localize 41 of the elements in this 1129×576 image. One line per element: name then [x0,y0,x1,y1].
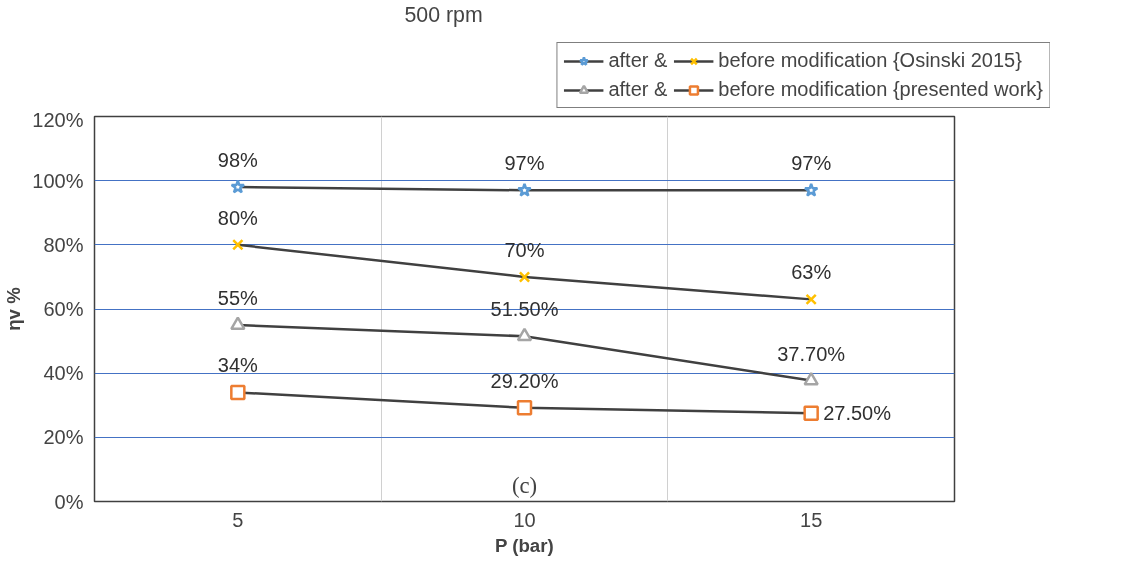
y-axis-title: ηv % [3,286,25,331]
data-label: 34% [217,354,259,377]
data-label: 98% [217,149,259,172]
data-label: 97% [791,152,832,175]
data-label: 70% [504,238,545,261]
y-tick-label: 60% [43,298,84,320]
y-tick-label: 120% [32,108,84,131]
legend-label: after & [608,78,668,101]
y-tick-label: 40% [43,362,84,385]
data-label: 37.70% [777,342,846,365]
annotation: (c) [511,472,538,498]
data-label: 80% [217,206,259,229]
y-tick-label: 0% [54,490,84,513]
x-tick-label: 10 [513,508,536,531]
legend-label: before modification {Osinski 2015} [718,49,1022,72]
y-tick-label: 80% [43,233,84,256]
point [803,405,819,422]
point [230,384,246,401]
y-tick-label: 100% [32,169,84,192]
data-label: 63% [791,261,832,284]
point [517,182,532,197]
data-label: 29.20% [490,369,559,392]
x-tick-label: 5 [232,508,244,531]
point [803,371,819,386]
point [231,238,244,251]
legend-label: before modification {presented work} [718,78,1043,101]
data-label: 27.50% [823,402,892,425]
x-tick-label: 15 [800,508,823,531]
x-axis-title: P (bar) [494,534,554,556]
point [518,271,531,283]
legend-label: after & [608,49,668,72]
chart-title: 500 rpm [404,2,483,27]
point [516,400,533,416]
point [516,327,533,342]
data-label: 97% [504,152,545,175]
point [803,182,819,197]
data-label: 55% [217,287,259,310]
y-tick-label: 20% [43,426,84,449]
point [230,179,246,194]
point [805,293,818,306]
point [230,316,246,331]
